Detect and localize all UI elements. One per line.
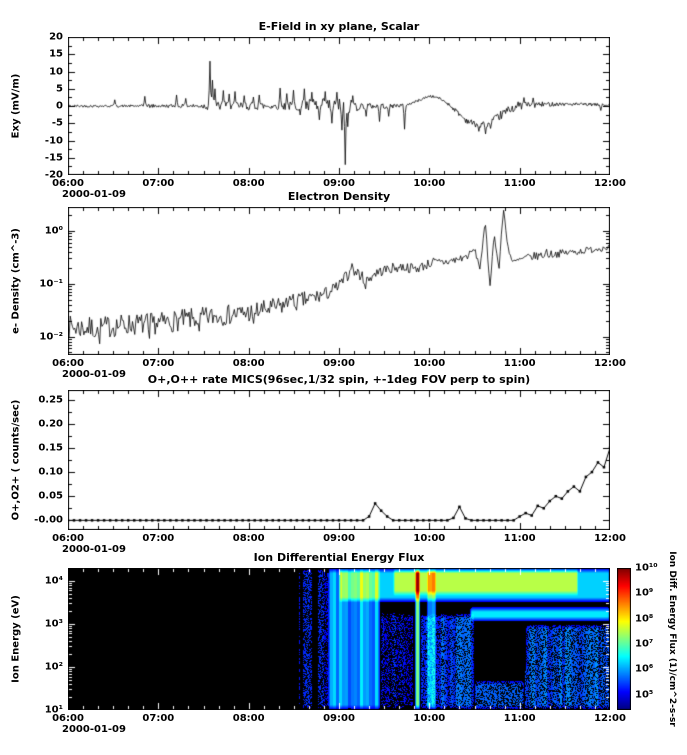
x-tick-label: 09:00 <box>323 533 355 544</box>
x-tick-label: 12:00 <box>594 533 626 544</box>
y-tick-label: 10³ <box>44 618 63 630</box>
x-tick-label: 10:00 <box>413 713 446 724</box>
x-tick-label: 07:00 <box>142 533 175 544</box>
y-tick-label: -10 <box>44 135 63 146</box>
x-tick-label: 09:00 <box>323 713 355 724</box>
date-label: 2000-01-09 <box>62 189 126 200</box>
panel-title-energy-flux: Ion Differential Energy Flux <box>253 551 425 564</box>
y-tick-label: -15 <box>44 152 63 164</box>
y-tick-label: 10⁻² <box>39 331 63 342</box>
x-tick-label: 06:00 <box>52 358 84 369</box>
colorbar-tick-label: 10¹⁰ <box>635 562 658 574</box>
x-tick-label: 11:00 <box>503 358 536 369</box>
x-tick-label: 09:00 <box>323 178 355 189</box>
x-tick-label: 10:00 <box>413 533 446 544</box>
panel-title-electron-density: Electron Density <box>287 190 391 203</box>
y-axis-label-electron-density: e- Density (cm^-3) <box>10 228 22 334</box>
x-tick-label: 12:00 <box>594 358 626 369</box>
x-tick-label: 06:00 <box>52 533 84 544</box>
panel-title-ion-rate: O+,O++ rate MICS(96sec,1/32 spin, +-1deg… <box>147 373 531 386</box>
x-tick-label: 07:00 <box>142 178 175 189</box>
y-tick-label: 15 <box>49 48 63 60</box>
colorbar-label: Ion Diff. Energy Flux (1)/cm^2-s-sr <box>667 551 677 727</box>
y-tick-label: 0.20 <box>38 418 63 430</box>
y-tick-label: 0.15 <box>38 442 63 454</box>
x-tick-label: 11:00 <box>503 178 536 189</box>
electron-density-plot-canvas <box>68 207 610 355</box>
x-tick-label: 12:00 <box>594 713 626 724</box>
colorbar-tick-label: 10⁹ <box>635 587 654 599</box>
x-tick-label: 07:00 <box>142 713 175 724</box>
x-tick-label: 08:00 <box>232 533 265 544</box>
y-tick-label: 10¹ <box>44 704 63 716</box>
y-tick-label: -5 <box>51 117 63 129</box>
x-tick-label: 09:00 <box>323 358 355 369</box>
y-tick-label: 20 <box>49 31 63 43</box>
y-axis-label-efield: Exy (mV/m) <box>10 73 22 139</box>
colorbar-tick-label: 10⁵ <box>635 689 654 701</box>
y-tick-label: 10 <box>49 66 63 77</box>
x-tick-label: 06:00 <box>52 713 84 724</box>
date-label: 2000-01-09 <box>62 724 126 735</box>
y-tick-label: -0.00 <box>34 514 63 526</box>
x-tick-label: 10:00 <box>413 178 446 189</box>
y-tick-label: 10² <box>44 661 63 673</box>
colorbar-tick-label: 10⁸ <box>635 613 654 625</box>
y-tick-label: 0.25 <box>38 394 63 406</box>
y-tick-label: 10⁻¹ <box>39 278 63 290</box>
y-tick-label: 0 <box>56 100 63 112</box>
y-tick-label: 0.10 <box>38 466 63 478</box>
y-tick-label: -20 <box>44 169 63 181</box>
x-tick-label: 11:00 <box>503 713 536 724</box>
x-tick-label: 12:00 <box>594 178 626 189</box>
y-tick-label: 10⁴ <box>44 575 63 587</box>
y-tick-label: 0.05 <box>38 490 63 502</box>
date-label: 2000-01-09 <box>62 544 126 555</box>
panel-title-efield: E-Field in xy plane, Scalar <box>258 20 420 33</box>
energy-flux-spectrogram-canvas <box>68 568 610 710</box>
x-tick-label: 11:00 <box>503 533 536 544</box>
date-label: 2000-01-09 <box>62 369 126 380</box>
x-tick-label: 08:00 <box>232 713 265 724</box>
y-tick-label: 10⁰ <box>44 225 63 237</box>
y-tick-label: 5 <box>56 83 63 95</box>
y-axis-label-energy-flux: Ion Energy (eV) <box>10 595 22 683</box>
y-axis-label-ion-rate: O+,O2+ ( counts/sec) <box>10 399 22 521</box>
ion-rate-plot-canvas <box>68 390 610 530</box>
x-tick-label: 06:00 <box>52 178 84 189</box>
colorbar-tick-label: 10⁶ <box>635 663 654 675</box>
x-tick-label: 10:00 <box>413 358 446 369</box>
x-tick-label: 08:00 <box>232 178 265 189</box>
efield-plot-canvas <box>68 37 610 175</box>
x-tick-label: 07:00 <box>142 358 175 369</box>
x-tick-label: 08:00 <box>232 358 265 369</box>
colorbar-tick-label: 10⁷ <box>635 638 654 650</box>
colorbar <box>617 568 631 710</box>
